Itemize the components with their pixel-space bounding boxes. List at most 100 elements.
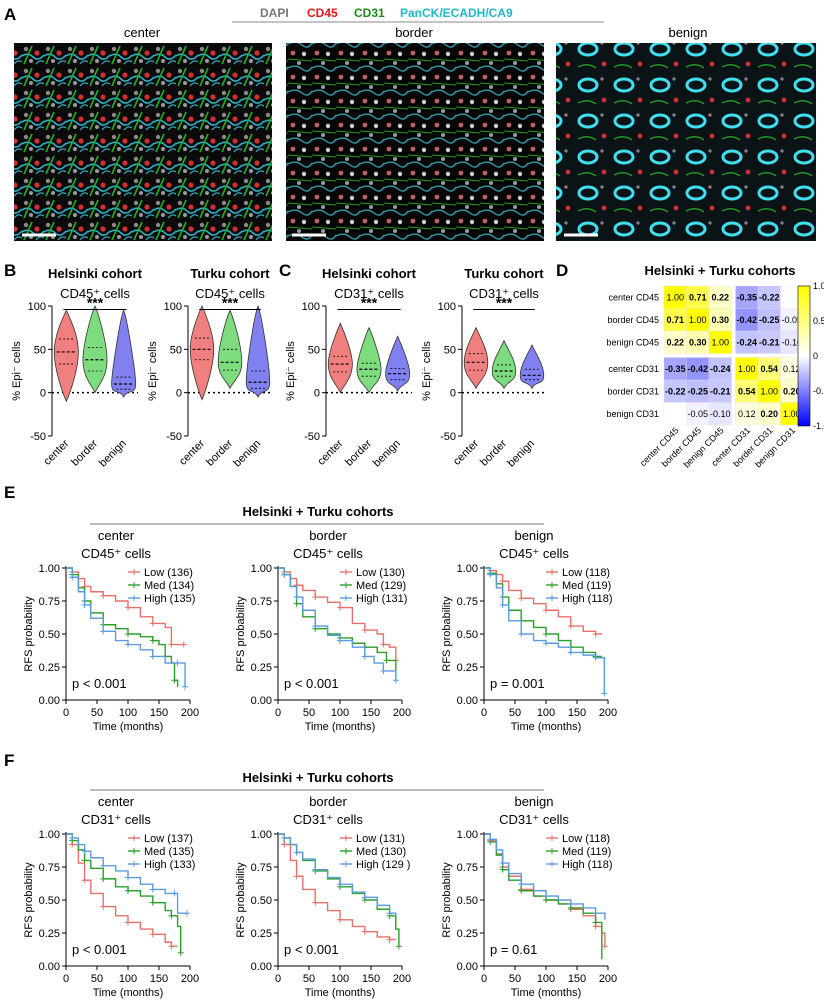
heatmap-cell-value: 0.12	[738, 409, 756, 419]
km-subtitle: CD31⁺ cells	[499, 812, 569, 827]
violin-x-label-border: border	[204, 437, 235, 468]
km-x-tick-label: 150	[150, 973, 168, 985]
km-y-tick-label: 0.75	[457, 862, 478, 874]
heatmap-cell-value: -0.25	[759, 315, 780, 325]
km-censor-mark	[518, 881, 525, 888]
violin-significance: ***	[361, 294, 378, 310]
violin-center	[189, 305, 215, 401]
km-legend-label-high: High (118)	[562, 859, 613, 871]
km-legend-label-high: High (129 )	[356, 859, 410, 871]
km-x-tick-label: 100	[119, 973, 137, 985]
km-legend-label-med: Med (134)	[144, 580, 194, 592]
km-censor-mark	[337, 916, 343, 923]
violin-chart-1: Turku cohort CD45⁺ cells -50 0 50 100 % Epi⁻ c…	[147, 266, 272, 469]
km-x-tick-label: 150	[362, 973, 380, 985]
km-censor-mark	[180, 641, 187, 648]
violin-chart-2: Helsinki cohort CD31⁺ cells -50 0 50 100 % Epi…	[285, 266, 417, 469]
km-p-value: p < 0.001	[284, 676, 339, 691]
km-censor-mark	[543, 631, 549, 637]
heatmap-cell-value: 1.00	[666, 292, 684, 302]
km-plot-center: center CD31⁺ cells 0.00 0.25 0.50 0.75 1.00 0 50…	[23, 794, 199, 999]
violin-title: Turku cohort	[464, 266, 544, 281]
km-x-label: Time (months)	[93, 721, 164, 733]
km-censor-mark	[337, 881, 343, 888]
violin-y-label: % Epi⁻ cells	[11, 341, 23, 401]
colorbar-tick-label: 0.5	[813, 316, 824, 326]
heatmap-cell-value: -0.22	[759, 292, 780, 302]
violin-charts: Helsinki cohort CD45⁺ cells -50 0 50 100 % Epi…	[11, 266, 546, 469]
violin-chart-0: Helsinki cohort CD45⁺ cells -50 0 50 100 % Epi…	[11, 266, 143, 469]
km-curve-med	[484, 833, 603, 960]
violin-y-tick-label: 50	[170, 344, 182, 356]
km-x-tick-label: 50	[91, 707, 103, 719]
km-p-value: p < 0.001	[72, 676, 127, 691]
km-censor-mark	[125, 874, 131, 881]
km-x-tick-label: 100	[331, 707, 349, 719]
heatmap-cell-value: 0.22	[711, 292, 729, 302]
km-censor-mark	[337, 604, 343, 611]
violin-border	[491, 339, 517, 390]
heatmap-cell-value: 0.71	[689, 292, 707, 302]
violin-border	[217, 309, 243, 390]
violin-benign	[111, 309, 137, 398]
km-legend-label-med: Med (119)	[562, 580, 611, 592]
km-censor-mark	[183, 910, 190, 917]
km-curve-low	[66, 833, 178, 947]
km-legend-label-low: Low (118)	[562, 833, 610, 845]
km-x-label: Time (months)	[511, 721, 582, 733]
km-group-title: Helsinki + Turku cohorts	[242, 770, 393, 785]
heatmap-cell-value: 0.22	[666, 337, 684, 347]
km-censor-mark	[100, 875, 107, 882]
km-curve-low	[278, 567, 397, 661]
km-censor-mark	[171, 890, 178, 897]
heatmap-cell-value: -0.24	[710, 364, 731, 374]
km-title: benign	[514, 528, 553, 543]
km-y-label: RFS probability	[441, 596, 453, 672]
km-y-tick-label: 0.50	[457, 895, 478, 907]
km-plot-benign: benign CD45⁺ cells 0.00 0.25 0.50 0.75 1.00 0 50…	[441, 528, 617, 733]
km-censor-mark	[499, 860, 506, 867]
heatmap-cell-value: -0.05	[781, 315, 802, 325]
km-x-tick-label: 0	[275, 973, 281, 985]
heatmap-cell-value: -0.35	[736, 292, 757, 302]
km-legend-label-low: Low (118)	[562, 567, 610, 579]
km-censor-mark	[149, 931, 156, 938]
km-censor-mark	[361, 894, 368, 901]
km-legend-label-low: Low (137)	[144, 833, 193, 845]
violin-chart-3: Turku cohort CD31⁺ cells -50 0 50 100 % Epi⁻ c…	[421, 266, 546, 469]
km-title: center	[98, 528, 135, 543]
km-y-tick-label: 0.25	[251, 928, 272, 940]
km-y-label: RFS probability	[441, 862, 453, 938]
km-y-tick-label: 1.00	[39, 829, 60, 841]
survival-plots-cd31: Helsinki + Turku cohorts center CD31⁺ cell…	[23, 770, 617, 999]
violin-center	[463, 326, 489, 390]
micrograph-benign	[556, 43, 816, 241]
km-censor-mark	[543, 893, 549, 900]
km-censor-mark	[182, 683, 189, 690]
heatmap-cell-value: -0.05	[687, 409, 708, 419]
colorbar-tick-label: 1.0	[813, 281, 824, 291]
violin-title: Helsinki cohort	[322, 266, 417, 281]
km-y-tick-label: 0.50	[39, 629, 60, 641]
heatmap-cell-value: 0.20	[783, 386, 801, 396]
violin-border	[356, 326, 382, 394]
image-title-border: border	[395, 25, 433, 40]
violin-x-label-border: border	[69, 437, 100, 468]
km-y-tick-label: 1.00	[39, 563, 60, 575]
violin-y-tick-label: 0	[450, 388, 456, 400]
km-legend-label-med: Med (119)	[562, 846, 611, 858]
violin-center	[53, 309, 79, 403]
km-censor-mark	[281, 841, 288, 848]
km-x-tick-label: 50	[509, 973, 521, 985]
km-y-tick-label: 0.75	[39, 862, 60, 874]
violin-subtitle: CD31⁺ cells	[469, 286, 539, 301]
km-censor-mark	[567, 623, 574, 630]
km-title: center	[98, 794, 135, 809]
heatmap-cell-value: 0.71	[666, 315, 684, 325]
micrograph-center	[14, 43, 272, 241]
violin-y-tick-label: 0	[176, 388, 182, 400]
km-censor-mark	[601, 943, 608, 950]
km-y-tick-label: 1.00	[457, 829, 478, 841]
km-censor-mark	[386, 910, 393, 917]
km-curve-high	[484, 567, 605, 694]
